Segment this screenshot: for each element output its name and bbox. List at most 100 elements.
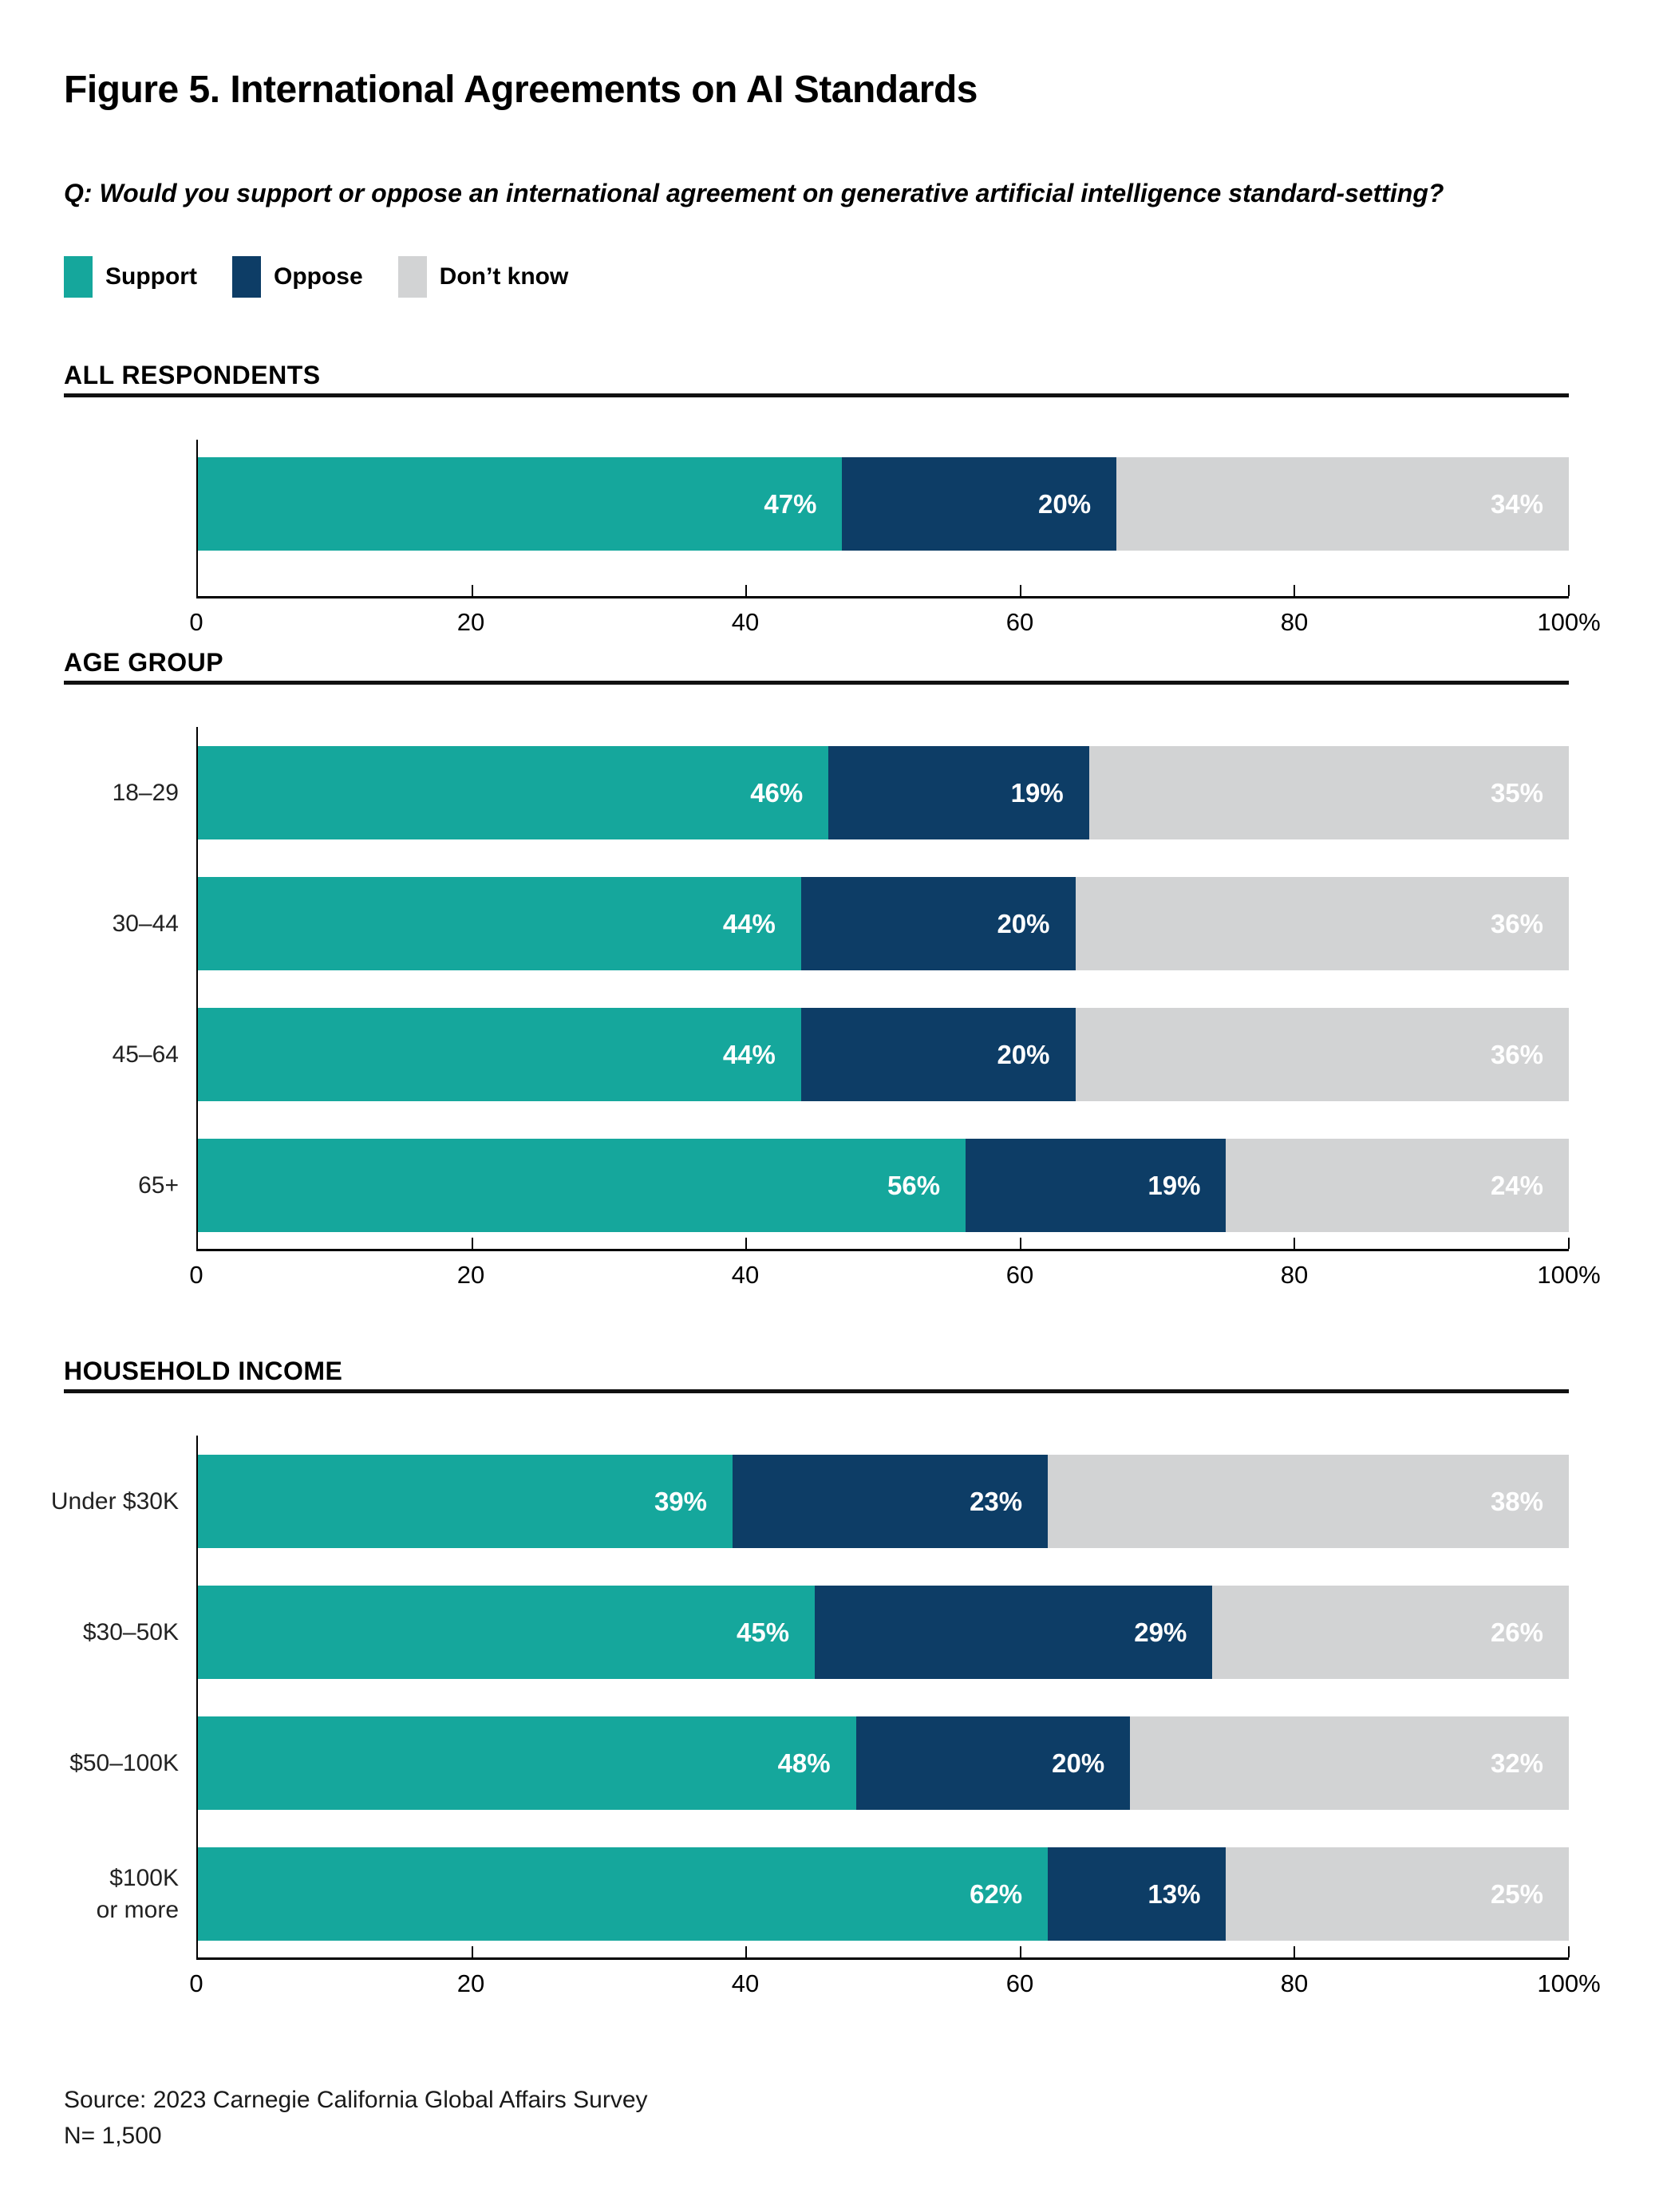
legend-item-oppose: Oppose <box>231 256 363 298</box>
axis-tick <box>1294 1946 1296 1957</box>
source-note: Source: 2023 Carnegie California Global … <box>64 2082 1569 2154</box>
segment-dontknow: 25% <box>1226 1847 1569 1941</box>
segment-dontknow: 35% <box>1088 746 1569 839</box>
segment-support: 45% <box>198 1586 816 1679</box>
segment-value-label: 26% <box>1490 1617 1543 1647</box>
segment-support: 44% <box>198 877 801 970</box>
axis-tick <box>1294 585 1296 596</box>
segment-dontknow: 24% <box>1226 1139 1569 1232</box>
segment-support: 62% <box>198 1847 1049 1941</box>
legend-label: Don’t know <box>439 263 569 290</box>
segment-value-label: 25% <box>1490 1878 1543 1909</box>
x-axis-tick-labels: 0 20 40 60 80 100% <box>189 1969 1600 2000</box>
bar-row: 47% 20% 34% <box>198 457 1569 551</box>
segment-value-label: 32% <box>1490 1748 1543 1778</box>
axis-tick <box>1568 585 1570 596</box>
axis-tick <box>1019 585 1021 596</box>
axis-tick <box>471 1238 473 1249</box>
bar-chart-household-income: Under $30K 39% 23% 38% $30–50K 45% 29% <box>51 1436 1601 2000</box>
legend-item-dontknow: Don’t know <box>397 256 569 298</box>
support-swatch-icon <box>64 256 93 298</box>
segment-value-label: 35% <box>1490 777 1543 808</box>
bar-row: Under $30K 39% 23% 38% <box>51 1455 1569 1548</box>
segment-value-label: 39% <box>654 1486 708 1516</box>
legend-item-support: Support <box>64 256 197 298</box>
bar-row: 65+ 56% 19% 24% <box>138 1139 1569 1232</box>
segment-value-label: 19% <box>1148 1170 1201 1200</box>
segment-oppose: 19% <box>966 1139 1227 1232</box>
segment-value-label: 48% <box>777 1748 831 1778</box>
segment-value-label: 13% <box>1148 1878 1201 1909</box>
axis-tick <box>1019 1238 1021 1249</box>
axis-tick-label: 100% <box>1537 1261 1601 1289</box>
segment-oppose: 20% <box>800 877 1076 970</box>
segment-oppose: 20% <box>855 1716 1131 1810</box>
axis-tick <box>745 585 748 596</box>
plot-area: Under $30K 39% 23% 38% $30–50K 45% 29% <box>51 1436 1570 1960</box>
axis-tick-label: 0 <box>189 1969 203 1997</box>
segment-value-label: 44% <box>722 1039 776 1069</box>
axis-tick-label: 20 <box>456 1969 485 1997</box>
segment-dontknow: 38% <box>1048 1455 1569 1548</box>
axis-tick <box>1294 1238 1296 1249</box>
legend-label: Oppose <box>273 263 363 290</box>
plot-area: 18–29 46% 19% 35% 30–44 44% 20% <box>113 727 1570 1251</box>
bar-chart-all-respondents: 47% 20% 34% 0 20 40 60 80 100% <box>64 440 1601 638</box>
segment-value-label: 29% <box>1134 1617 1187 1647</box>
legend-label: Support <box>105 263 197 290</box>
axis-tick <box>1568 1238 1570 1249</box>
segment-value-label: 19% <box>1010 777 1064 808</box>
axis-tick-label: 20 <box>456 1261 485 1289</box>
section-header-age-group: AGE GROUP <box>64 646 1569 685</box>
axis-tick-label: 80 <box>1280 1969 1309 1997</box>
segment-dontknow: 36% <box>1075 877 1569 970</box>
segment-oppose: 20% <box>800 1008 1076 1101</box>
segment-value-label: 20% <box>1052 1748 1105 1778</box>
row-label: 18–29 <box>112 779 179 806</box>
axis-tick <box>1568 1946 1570 1957</box>
bar-row: 18–29 46% 19% 35% <box>113 746 1569 839</box>
segment-oppose: 20% <box>842 457 1117 551</box>
row-label: $50–100K <box>69 1749 179 1776</box>
segment-dontknow: 34% <box>1116 457 1569 551</box>
segment-value-label: 36% <box>1490 908 1543 938</box>
segment-support: 39% <box>198 1455 733 1548</box>
bar-chart-age-group: 18–29 46% 19% 35% 30–44 44% 20% <box>64 727 1601 1291</box>
axis-tick-label: 40 <box>731 608 760 636</box>
row-label: 45–64 <box>112 1041 179 1068</box>
axis-tick-label: 80 <box>1280 1261 1309 1289</box>
bar-row: $50–100K 48% 20% 32% <box>69 1716 1569 1810</box>
bar-row: 45–64 44% 20% 36% <box>113 1008 1569 1101</box>
legend: Support Oppose Don’t know <box>64 255 1569 298</box>
segment-oppose: 19% <box>828 746 1089 839</box>
axis-tick-label: 0 <box>189 1261 203 1289</box>
axis-tick-label: 60 <box>1005 1969 1034 1997</box>
row-label: 30–44 <box>112 910 179 937</box>
axis-tick <box>471 1946 473 1957</box>
dontknow-swatch-icon <box>397 256 427 298</box>
x-axis-tick-labels: 0 20 40 60 80 100% <box>189 608 1600 638</box>
axis-tick-label: 0 <box>189 608 203 636</box>
segment-dontknow: 36% <box>1075 1008 1569 1101</box>
segment-value-label: 62% <box>970 1878 1023 1909</box>
segment-support: 44% <box>198 1008 801 1101</box>
section-header-all-respondents: ALL RESPONDENTS <box>64 359 1569 397</box>
segment-value-label: 56% <box>887 1170 941 1200</box>
segment-value-label: 36% <box>1490 1039 1543 1069</box>
segment-oppose: 23% <box>733 1455 1049 1548</box>
axis-tick-label: 60 <box>1005 1261 1034 1289</box>
segment-value-label: 45% <box>737 1617 790 1647</box>
survey-question: Q: Would you support or oppose an intern… <box>64 179 1444 207</box>
segment-value-label: 44% <box>722 908 776 938</box>
segment-oppose: 29% <box>815 1586 1213 1679</box>
page-title: Figure 5. International Agreements on AI… <box>64 69 978 111</box>
axis-tick-label: 60 <box>1005 608 1034 636</box>
bar-row: 30–44 44% 20% 36% <box>113 877 1569 970</box>
segment-value-label: 46% <box>750 777 804 808</box>
segment-value-label: 38% <box>1490 1486 1543 1516</box>
segment-oppose: 13% <box>1048 1847 1227 1941</box>
segment-value-label: 20% <box>997 908 1050 938</box>
axis-tick <box>745 1238 748 1249</box>
row-label: $100K or more <box>96 1864 179 1923</box>
axis-tick-label: 100% <box>1537 1969 1601 1997</box>
